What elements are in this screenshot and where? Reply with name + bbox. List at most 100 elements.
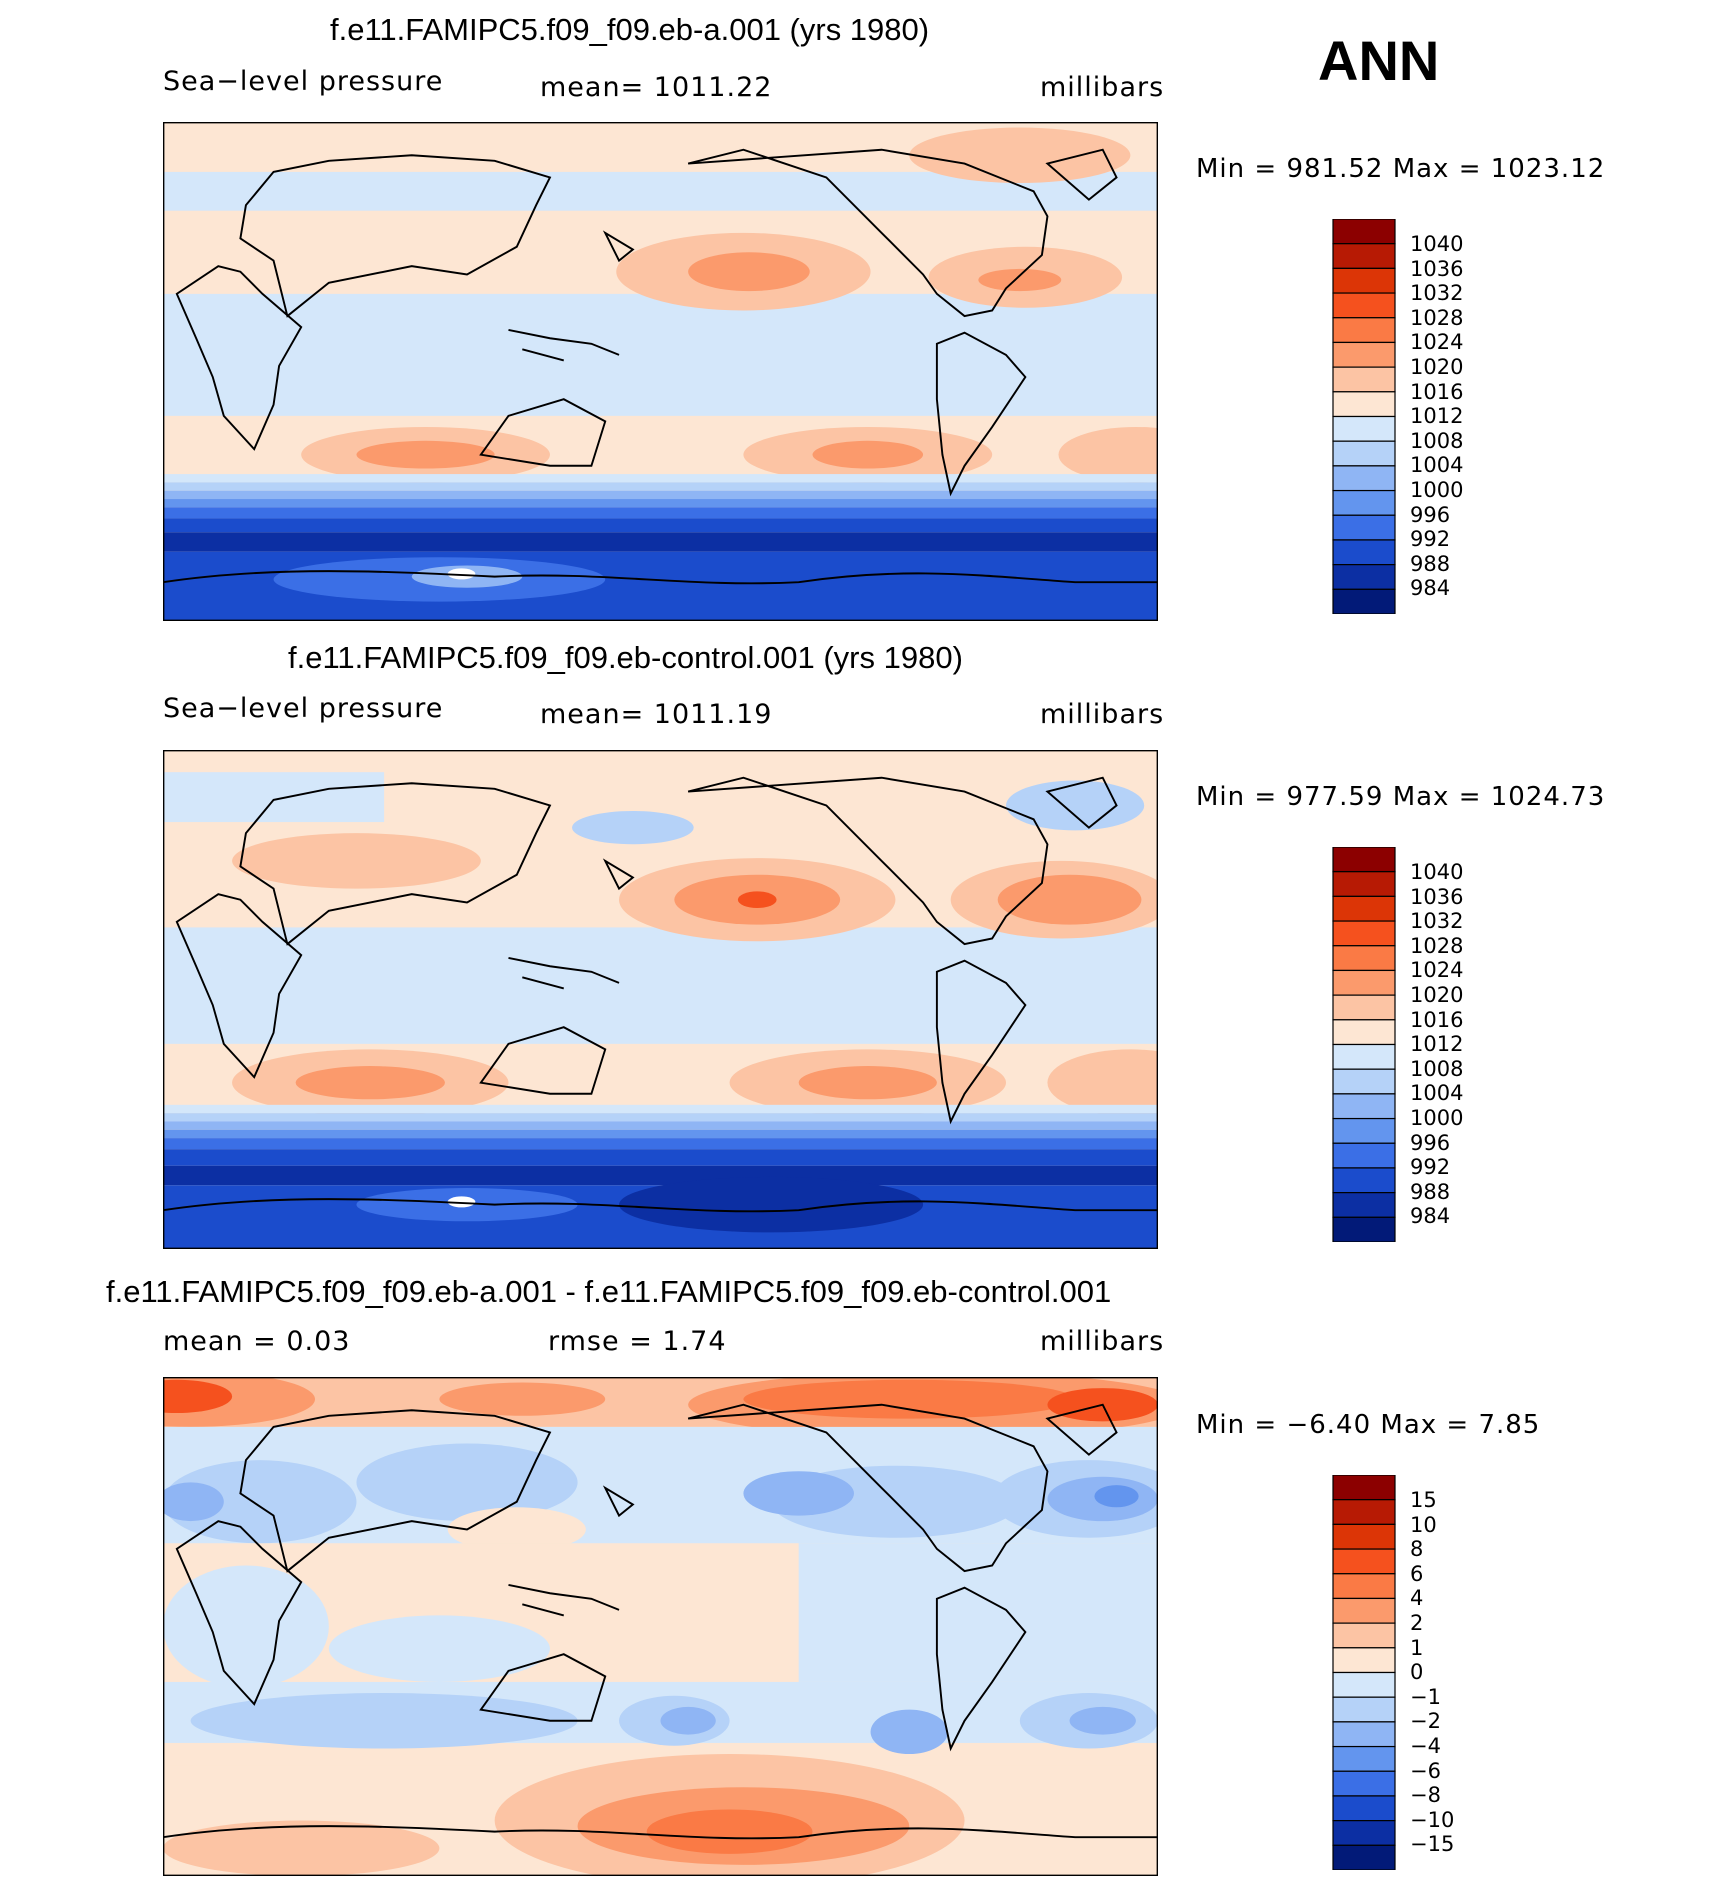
min-max-label: Min = −6.40 Max = 7.85 [1196, 1410, 1541, 1440]
panel-title: f.e11.FAMIPC5.f09_f09.eb-a.001 - f.e11.F… [106, 1274, 1112, 1309]
colorbar-swatch [1332, 292, 1396, 319]
mean-label: mean= 1011.19 [540, 699, 773, 730]
colorbar-label: 1040 [1410, 860, 1464, 884]
colorbar-swatch [1332, 341, 1396, 368]
colorbar [1332, 847, 1396, 1242]
colorbar-swatch [1332, 871, 1396, 897]
colorbar-swatch [1332, 994, 1396, 1021]
colorbar-label: 988 [1410, 1179, 1451, 1204]
colorbar-swatch [1332, 969, 1396, 996]
colorbar-label: 4 [1410, 1586, 1424, 1611]
colorbar-label: −6 [1410, 1758, 1441, 1783]
colorbar-swatch [1332, 465, 1396, 492]
colorbar-swatch [1332, 539, 1396, 566]
colorbar-swatch [1332, 317, 1396, 344]
panel-title: f.e11.FAMIPC5.f09_f09.eb-control.001 (yr… [288, 640, 963, 675]
colorbar-swatch [1332, 1216, 1396, 1242]
rmse-label: rmse = 1.74 [548, 1326, 727, 1357]
colorbar-label: −2 [1410, 1709, 1441, 1734]
colorbar-label: 2 [1410, 1611, 1424, 1635]
units-label: millibars [1040, 72, 1165, 103]
colorbar-label: 1028 [1410, 305, 1464, 330]
colorbar [1332, 1475, 1396, 1870]
colorbar-swatch [1332, 1475, 1396, 1501]
colorbar-swatch [1332, 1573, 1396, 1600]
colorbar-swatch [1332, 415, 1396, 442]
colorbar-swatch [1332, 1068, 1396, 1095]
units-label: millibars [1040, 1326, 1165, 1357]
colorbar-label: 10 [1410, 1512, 1437, 1537]
colorbar-swatch [1332, 1523, 1396, 1550]
colorbar-label: 1016 [1410, 1007, 1464, 1032]
colorbar-swatch [1332, 440, 1396, 467]
colorbar-label: −8 [1410, 1783, 1441, 1808]
colorbar-label: 1004 [1410, 453, 1464, 478]
colorbar-label: 6 [1410, 1561, 1424, 1586]
variable-label: Sea−level pressure [163, 66, 444, 97]
colorbar-swatch [1332, 1192, 1396, 1218]
season-label: ANN [1318, 29, 1440, 92]
colorbar-swatch [1332, 243, 1396, 269]
colorbar-label: 1028 [1410, 933, 1464, 958]
colorbar-label: 1040 [1410, 232, 1464, 256]
colorbar-label: −1 [1410, 1684, 1441, 1709]
slp-map [163, 122, 1158, 621]
colorbar-swatch [1332, 945, 1396, 972]
colorbar-swatch [1332, 847, 1396, 873]
colorbar-swatch [1332, 588, 1396, 614]
colorbar-swatch [1332, 219, 1396, 245]
colorbar-swatch [1332, 1647, 1396, 1674]
colorbar-swatch [1332, 1844, 1396, 1870]
colorbar-label: 984 [1410, 1204, 1451, 1229]
colorbar-swatch [1332, 391, 1396, 418]
colorbar-label: 8 [1410, 1537, 1424, 1562]
min-max-label: Min = 981.52 Max = 1023.12 [1196, 154, 1606, 184]
colorbar-swatch [1332, 1548, 1396, 1575]
mean-label: mean= 1011.22 [540, 72, 773, 103]
colorbar-label: 1 [1410, 1635, 1424, 1660]
colorbar-swatch [1332, 1622, 1396, 1649]
colorbar-label: 996 [1410, 1130, 1451, 1155]
colorbar-swatch [1332, 1093, 1396, 1120]
colorbar-label: −15 [1410, 1832, 1455, 1857]
colorbar-label: 1032 [1410, 281, 1464, 306]
colorbar-swatch [1332, 1043, 1396, 1070]
colorbar-label: 1016 [1410, 379, 1464, 404]
colorbar-swatch [1332, 489, 1396, 516]
slp-map [163, 750, 1158, 1249]
colorbar-swatch [1332, 1597, 1396, 1624]
panel-title: f.e11.FAMIPC5.f09_f09.eb-a.001 (yrs 1980… [330, 12, 930, 47]
colorbar-label: 1024 [1410, 330, 1464, 355]
colorbar-swatch [1332, 564, 1396, 590]
min-max-label: Min = 977.59 Max = 1024.73 [1196, 782, 1606, 812]
colorbar-swatch [1332, 1820, 1396, 1846]
colorbar-label: 1020 [1410, 355, 1464, 379]
colorbar-swatch [1332, 1019, 1396, 1046]
colorbar-label: 1012 [1410, 404, 1464, 429]
colorbar-swatch [1332, 1142, 1396, 1169]
colorbar-swatch [1332, 920, 1396, 947]
colorbar-label: 1036 [1410, 256, 1464, 281]
colorbar-label: 992 [1410, 1155, 1451, 1180]
colorbar-label: 1000 [1410, 478, 1464, 502]
variable-label: Sea−level pressure [163, 693, 444, 724]
colorbar-label: −4 [1410, 1734, 1441, 1758]
units-label: millibars [1040, 699, 1165, 730]
difference-map [163, 1377, 1158, 1876]
colorbar-swatch [1332, 1795, 1396, 1822]
colorbar-swatch [1332, 1696, 1396, 1723]
colorbar-swatch [1332, 1167, 1396, 1194]
colorbar-label: 0 [1410, 1660, 1424, 1685]
colorbar-swatch [1332, 1499, 1396, 1525]
colorbar-swatch [1332, 366, 1396, 393]
colorbar-swatch [1332, 1117, 1396, 1144]
colorbar-label: 988 [1410, 551, 1451, 576]
colorbar-swatch [1332, 1745, 1396, 1772]
colorbar-label: 15 [1410, 1488, 1437, 1512]
colorbar-label: 992 [1410, 527, 1451, 552]
colorbar-label: 984 [1410, 576, 1451, 601]
colorbar-label: 1024 [1410, 958, 1464, 983]
colorbar-swatch [1332, 514, 1396, 541]
colorbar [1332, 219, 1396, 614]
colorbar-swatch [1332, 267, 1396, 294]
